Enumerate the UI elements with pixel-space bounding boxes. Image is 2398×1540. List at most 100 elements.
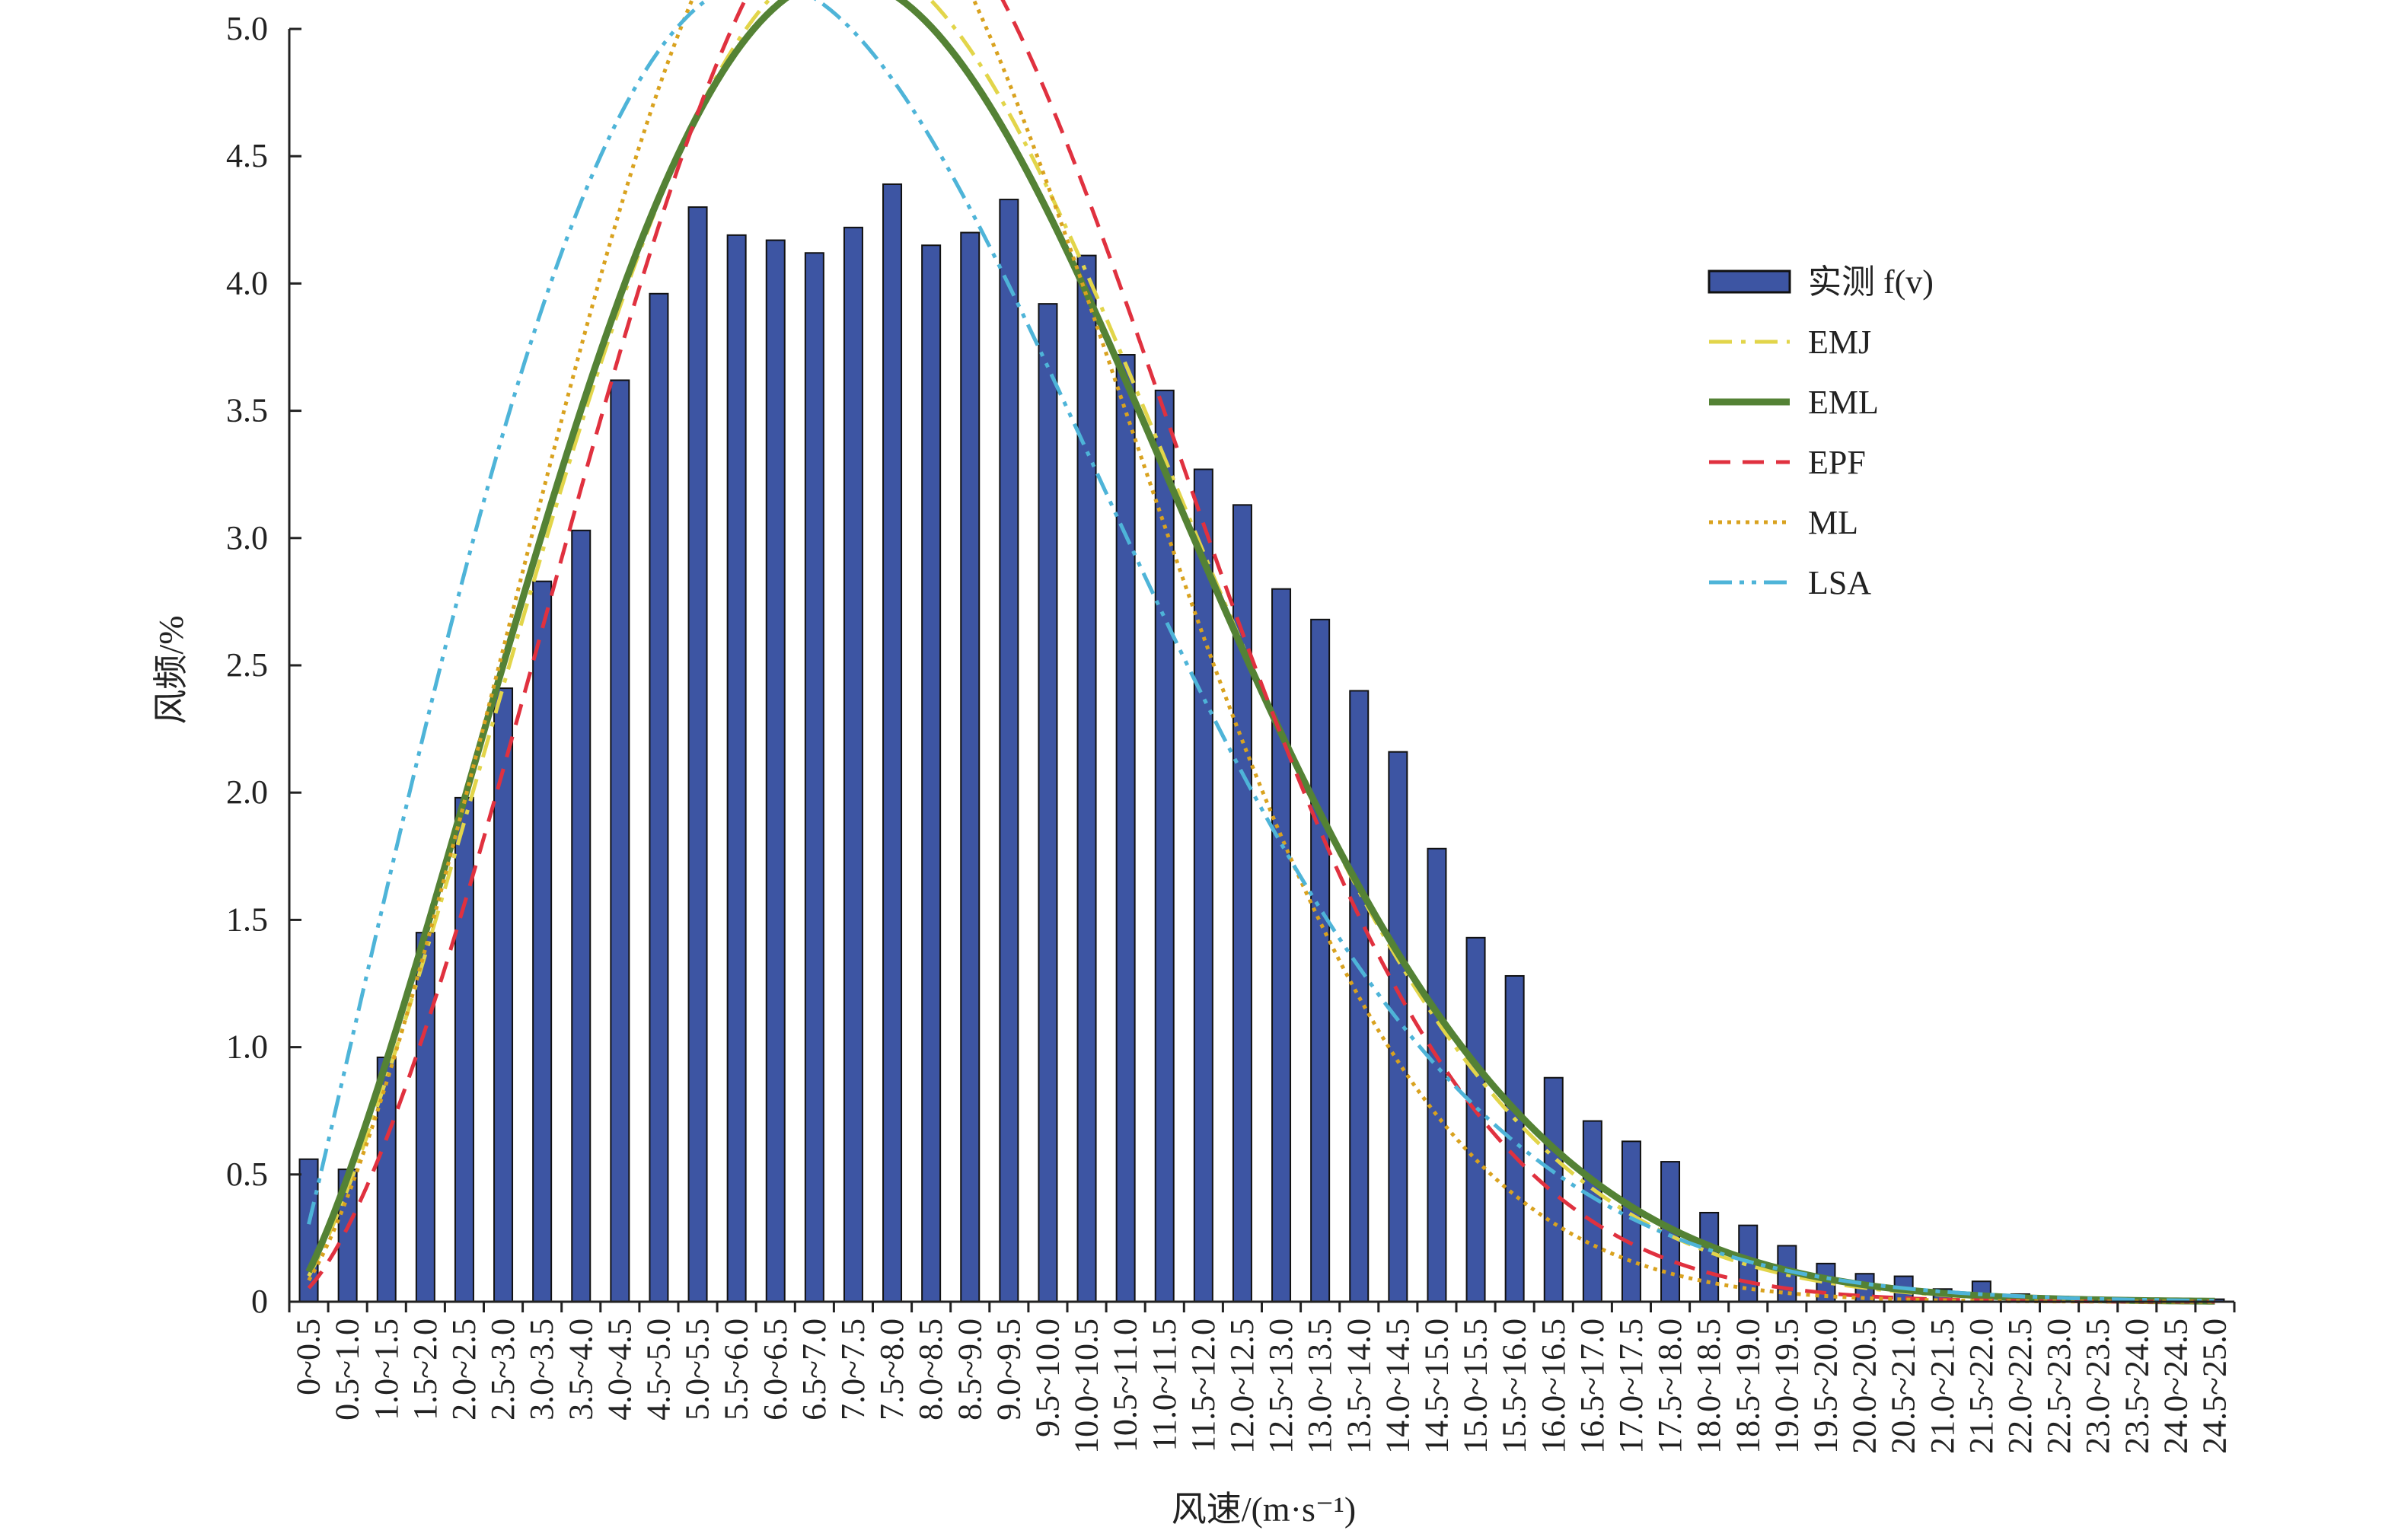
x-tick-label: 1.5~2.0 xyxy=(407,1318,444,1420)
curve-eml xyxy=(305,0,2215,1305)
bar-16.5~17.0 xyxy=(1582,1120,1602,1302)
x-tick-label: 24.0~24.5 xyxy=(2157,1318,2194,1454)
x-tick-label: 11.0~11.5 xyxy=(1146,1318,1183,1452)
bar-8.5~9.0 xyxy=(960,231,981,1302)
x-tick-label: 17.0~17.5 xyxy=(1612,1318,1650,1454)
legend: 实测 f(v) EMJ EML EPF ML LSA xyxy=(1708,263,1934,601)
bar-2.0~2.5 xyxy=(454,796,474,1302)
bar-4.0~4.5 xyxy=(610,379,630,1303)
y-tick-label: 3.0 xyxy=(226,519,268,556)
x-tick-label: 14.5~15.0 xyxy=(1417,1318,1455,1454)
x-tick-label: 10.0~10.5 xyxy=(1068,1318,1105,1454)
x-tick-label: 2.0~2.5 xyxy=(445,1318,483,1420)
bar-9.0~9.5 xyxy=(999,199,1019,1302)
curve-epf xyxy=(307,0,2215,1304)
y-axis-title: 风频/% xyxy=(151,615,190,724)
x-tick-label: 2.5~3.0 xyxy=(484,1318,521,1420)
x-tick-label: 5.0~5.5 xyxy=(679,1318,716,1420)
legend-swatch-bar xyxy=(1708,269,1791,294)
y-tick-label: 2.5 xyxy=(226,646,268,684)
y-tick-label: 1.0 xyxy=(226,1028,268,1066)
bar-8.0~8.5 xyxy=(921,244,942,1302)
x-tick-label: 3.5~4.0 xyxy=(562,1318,599,1420)
y-tick-label: 3.5 xyxy=(226,392,268,429)
bar-1.5~2.0 xyxy=(415,932,435,1302)
x-tick-label: 3.0~3.5 xyxy=(523,1318,560,1420)
x-tick-label: 1.0~1.5 xyxy=(368,1318,405,1420)
bar-7.5~8.0 xyxy=(882,183,903,1303)
bar-5.0~5.5 xyxy=(687,206,708,1303)
bar-13.5~14.0 xyxy=(1349,690,1370,1302)
curve-emj xyxy=(307,0,2215,1304)
x-tick-label: 19.0~19.5 xyxy=(1768,1318,1805,1454)
x-tick-label: 23.5~24.0 xyxy=(2118,1318,2155,1454)
bar-4.5~5.0 xyxy=(649,292,669,1302)
x-tick-label: 8.5~9.0 xyxy=(951,1318,988,1420)
legend-label: EML xyxy=(1808,384,1879,421)
bar-5.5~6.0 xyxy=(726,234,747,1302)
y-tick-label: 0.5 xyxy=(226,1156,268,1193)
x-tick-label: 9.5~10.0 xyxy=(1028,1318,1066,1437)
bar-13.0~13.5 xyxy=(1310,618,1331,1302)
x-tick-label: 22.5~23.0 xyxy=(2040,1318,2078,1454)
x-tick-label: 12.0~12.5 xyxy=(1223,1318,1261,1454)
x-tick-label: 21.0~21.5 xyxy=(1924,1318,1961,1454)
x-tick-label: 7.0~7.5 xyxy=(834,1318,872,1420)
x-tick-label: 0~0.5 xyxy=(290,1318,327,1395)
x-tick-label: 19.5~20.0 xyxy=(1806,1318,1844,1454)
x-tick-label: 20.5~21.0 xyxy=(1885,1318,1922,1454)
x-tick-label: 4.5~5.0 xyxy=(639,1318,677,1420)
x-tick-label: 23.0~23.5 xyxy=(2079,1318,2116,1454)
bar-6.0~6.5 xyxy=(765,239,786,1302)
legend-label: LSA xyxy=(1808,564,1871,601)
x-tick-label: 21.5~22.0 xyxy=(1963,1318,2000,1454)
legend-label: 实测 f(v) xyxy=(1808,263,1934,301)
x-tick-label: 8.0~8.5 xyxy=(912,1318,949,1420)
x-tick-label: 4.0~4.5 xyxy=(601,1318,638,1420)
x-tick-label: 16.5~17.0 xyxy=(1574,1318,1611,1454)
x-tick-label: 17.5~18.0 xyxy=(1651,1318,1688,1454)
bar-6.5~7.0 xyxy=(804,252,824,1302)
bar-15.5~16.0 xyxy=(1504,974,1525,1302)
x-tick-label: 18.0~18.5 xyxy=(1690,1318,1727,1454)
bar-10.0~10.5 xyxy=(1076,254,1097,1302)
bar-11.5~12.0 xyxy=(1193,468,1213,1302)
curve-ml xyxy=(307,0,2215,1304)
y-tick-label: 2.0 xyxy=(226,773,268,811)
x-tick-label: 20.0~20.5 xyxy=(1846,1318,1883,1454)
bar-12.5~13.0 xyxy=(1271,588,1292,1302)
x-tick-label: 16.0~16.5 xyxy=(1535,1318,1572,1454)
x-tick-label: 9.0~9.5 xyxy=(990,1318,1027,1420)
x-tick-label: 18.5~19.0 xyxy=(1729,1318,1766,1454)
x-tick-label: 13.0~13.5 xyxy=(1301,1318,1338,1454)
bar-3.0~3.5 xyxy=(532,580,553,1302)
x-tick-label: 5.5~6.0 xyxy=(718,1318,755,1420)
x-tick-label: 12.5~13.0 xyxy=(1262,1318,1299,1454)
y-tick-label: 0 xyxy=(251,1283,268,1320)
legend-label: EMJ xyxy=(1808,324,1871,361)
axes-layer xyxy=(288,27,2236,1312)
tick-labels-layer: 0 0.5 1.0 1.5 2.0 2.5 3.0 3.5 4.0 4.5 5.0 0~0.5 0.5~… xyxy=(226,10,2233,1454)
x-tick-label: 15.0~15.5 xyxy=(1457,1318,1494,1454)
bar-10.5~11.0 xyxy=(1115,354,1136,1302)
x-tick-label: 6.0~6.5 xyxy=(757,1318,794,1420)
bar-3.5~4.0 xyxy=(571,529,592,1302)
y-tick-label: 4.0 xyxy=(226,264,268,301)
bar-18.0~18.5 xyxy=(1699,1211,1720,1302)
x-tick-label: 11.5~12.0 xyxy=(1185,1318,1222,1452)
x-tick-label: 6.5~7.0 xyxy=(796,1318,833,1420)
bar-7.0~7.5 xyxy=(843,226,863,1303)
bar-9.5~10.0 xyxy=(1038,303,1058,1302)
bar-2.5~3.0 xyxy=(493,687,514,1302)
curve-lsa xyxy=(307,0,2215,1303)
bar-14.5~15.0 xyxy=(1427,847,1447,1302)
bar-12.0~12.5 xyxy=(1232,504,1252,1303)
legend-label: EPF xyxy=(1808,444,1866,481)
x-tick-label: 0.5~1.0 xyxy=(329,1318,366,1420)
x-tick-label: 7.5~8.0 xyxy=(873,1318,910,1420)
x-tick-label: 15.5~16.0 xyxy=(1496,1318,1533,1454)
legend-label: ML xyxy=(1808,504,1858,541)
x-tick-label: 22.0~22.5 xyxy=(2001,1318,2039,1454)
